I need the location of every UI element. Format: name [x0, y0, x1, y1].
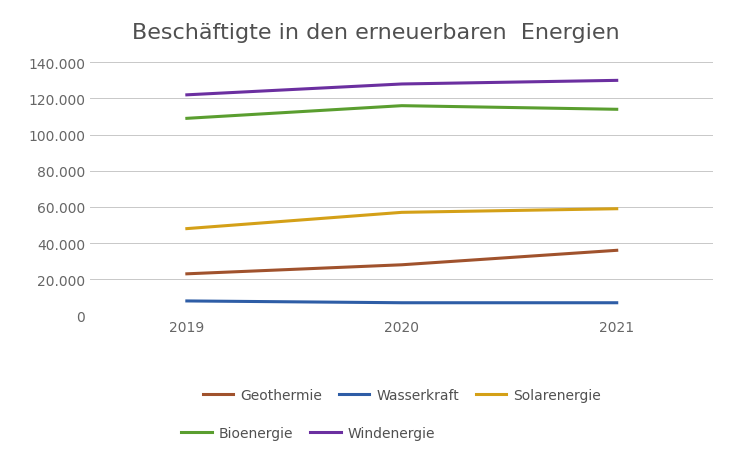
Text: Beschäftigte in den erneuerbaren  Energien: Beschäftigte in den erneuerbaren Energie… [131, 23, 620, 42]
Legend: Bioenergie, Windenergie: Bioenergie, Windenergie [176, 420, 441, 445]
